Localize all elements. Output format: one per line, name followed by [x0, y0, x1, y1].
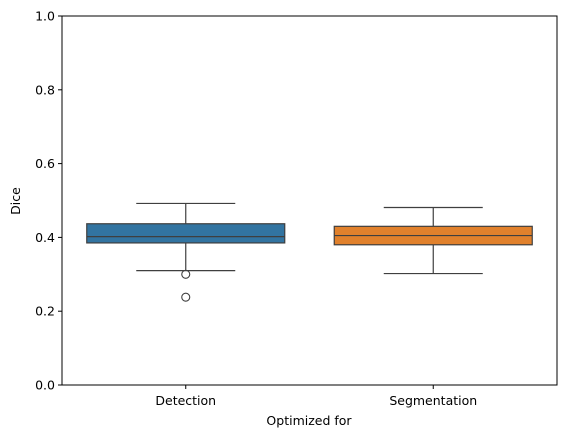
y-tick-label: 0.8: [35, 82, 55, 97]
y-tick-label: 0.0: [35, 378, 55, 393]
plot-frame: [61, 15, 558, 386]
y-tick-label: 1.0: [35, 9, 55, 24]
x-tick-label: Segmentation: [389, 393, 477, 408]
y-tick-label: 0.4: [35, 230, 55, 245]
x-axis: Detection Segmentation: [155, 385, 477, 408]
x-axis-label: Optimized for: [266, 413, 352, 428]
y-tick-label: 0.6: [35, 156, 55, 171]
outlier-point: [181, 269, 191, 279]
x-tick-label: Detection: [155, 393, 216, 408]
iqr-box: [86, 223, 286, 244]
boxes-layer: [86, 202, 533, 302]
y-tick-label: 0.2: [35, 304, 55, 319]
outlier-point: [181, 292, 191, 302]
y-axis-label: Dice: [8, 187, 23, 215]
y-axis: 0.0 0.2 0.4 0.6 0.8 1.0: [35, 9, 62, 393]
plot-area: [62, 16, 557, 385]
